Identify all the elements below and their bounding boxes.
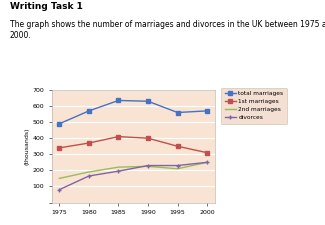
Text: Writing Task 1: Writing Task 1: [10, 2, 83, 11]
Text: The graph shows the number of marriages and divorces in the UK between 1975 and
: The graph shows the number of marriages …: [10, 20, 325, 40]
Y-axis label: (thousands): (thousands): [25, 128, 30, 165]
Legend: total marriages, 1st marriages, 2nd marriages, divorces: total marriages, 1st marriages, 2nd marr…: [221, 88, 287, 124]
